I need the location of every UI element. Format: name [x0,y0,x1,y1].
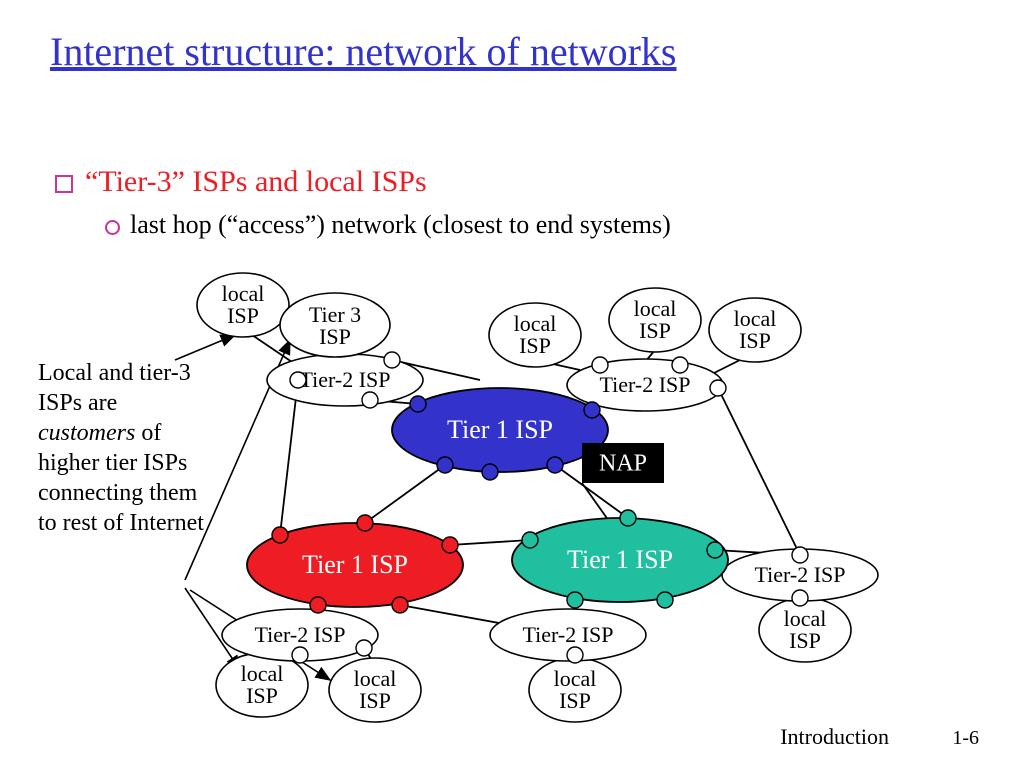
svg-text:NAP: NAP [599,451,647,477]
svg-text:ISP: ISP [246,683,278,708]
svg-text:Tier-2 ISP: Tier-2 ISP [599,372,690,397]
svg-text:ISP: ISP [519,333,551,358]
svg-text:ISP: ISP [227,303,259,328]
svg-text:ISP: ISP [559,688,591,713]
svg-text:ISP: ISP [789,628,821,653]
svg-text:Tier-2 ISP: Tier-2 ISP [299,367,390,392]
network-diagram: localISPlocalISPlocalISPlocalISPlocalISP… [0,0,1024,768]
svg-text:Tier-2 ISP: Tier-2 ISP [754,562,845,587]
svg-text:ISP: ISP [739,328,771,353]
svg-text:Tier 1 ISP: Tier 1 ISP [567,545,673,574]
svg-text:ISP: ISP [359,688,391,713]
footer-pagenum: 1-6 [952,727,979,750]
svg-text:ISP: ISP [319,324,351,349]
svg-text:Tier-2 ISP: Tier-2 ISP [522,622,613,647]
svg-text:ISP: ISP [639,318,671,343]
svg-text:Tier-2 ISP: Tier-2 ISP [254,622,345,647]
svg-text:Tier 1 ISP: Tier 1 ISP [302,550,408,579]
footer-section: Introduction [780,724,889,750]
svg-text:Tier 1 ISP: Tier 1 ISP [447,415,553,444]
